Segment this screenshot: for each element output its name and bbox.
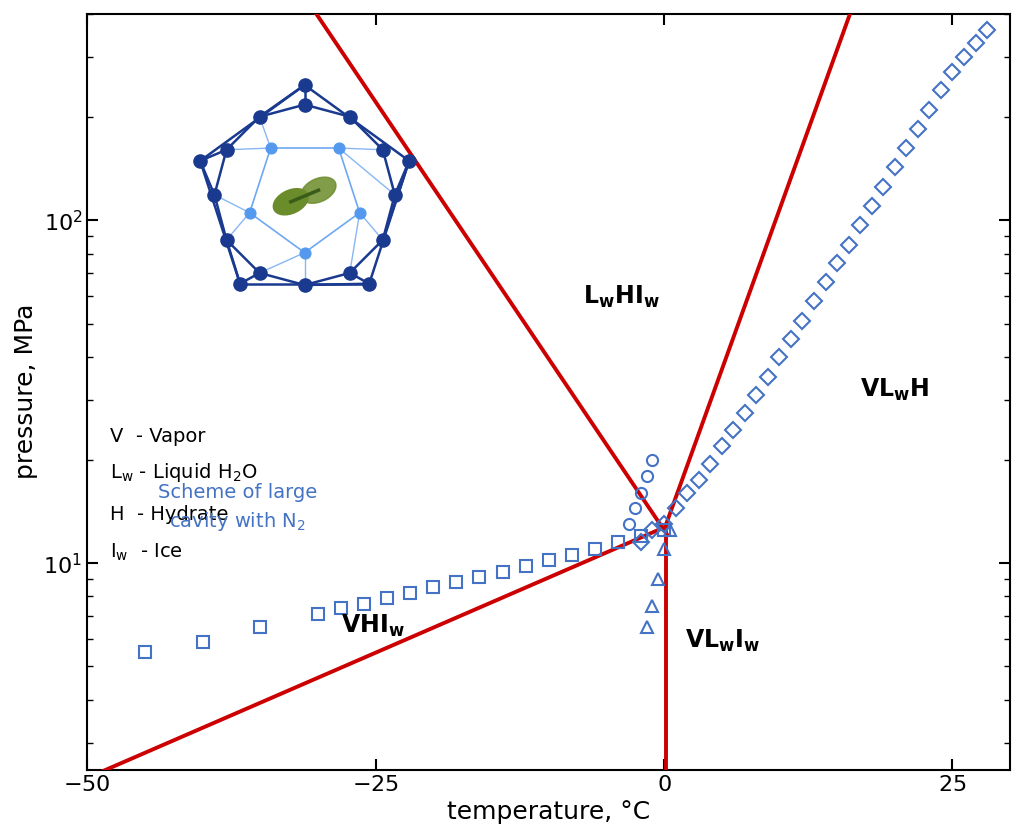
Point (387, 189, 403, 202)
Text: Scheme of large
cavity with N$_2$: Scheme of large cavity with N$_2$ (158, 483, 316, 533)
Point (401, 154, 418, 168)
Point (218, 143, 234, 157)
Point (331, 142, 347, 155)
Point (351, 206, 368, 220)
Text: L$_\mathregular{w}$HI$_\mathregular{w}$: L$_\mathregular{w}$HI$_\mathregular{w}$ (584, 283, 660, 309)
Point (297, 246, 313, 260)
Ellipse shape (273, 189, 308, 215)
Text: VL$_\mathregular{w}$H: VL$_\mathregular{w}$H (860, 377, 930, 403)
Text: I$_\mathregular{w}$  - Ice: I$_\mathregular{w}$ - Ice (111, 542, 183, 563)
Point (342, 266, 358, 280)
Text: L$_\mathregular{w}$ - Liquid H$_2$O: L$_\mathregular{w}$ - Liquid H$_2$O (111, 461, 258, 484)
X-axis label: temperature, °C: temperature, °C (447, 800, 650, 824)
Point (375, 233, 391, 246)
Y-axis label: pressure, MPa: pressure, MPa (14, 304, 38, 479)
Text: VL$_\mathregular{w}$I$_\mathregular{w}$: VL$_\mathregular{w}$I$_\mathregular{w}$ (685, 628, 760, 654)
Text: H  - Hydrate: H - Hydrate (111, 505, 228, 525)
Point (361, 277, 378, 291)
Point (231, 277, 248, 291)
Point (297, 278, 313, 292)
Point (375, 143, 391, 157)
Text: V  - Vapor: V - Vapor (111, 427, 206, 446)
Point (218, 233, 234, 246)
Point (297, 78, 313, 91)
Text: VHI$_\mathregular{w}$: VHI$_\mathregular{w}$ (341, 613, 404, 639)
Point (297, 98, 313, 111)
Point (251, 110, 267, 123)
Point (206, 189, 222, 202)
Point (191, 154, 208, 168)
Point (242, 206, 258, 220)
Point (251, 266, 267, 280)
Point (262, 142, 279, 155)
Ellipse shape (301, 177, 336, 204)
Point (342, 110, 358, 123)
